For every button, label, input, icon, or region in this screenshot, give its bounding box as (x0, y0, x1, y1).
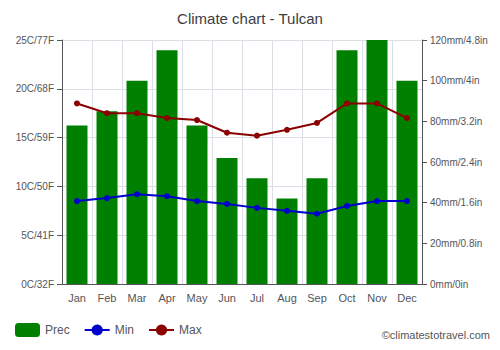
svg-text:Feb: Feb (98, 292, 117, 304)
svg-text:Jul: Jul (250, 292, 264, 304)
svg-text:20mm/0.8in: 20mm/0.8in (430, 238, 482, 249)
svg-text:Min: Min (115, 323, 134, 337)
svg-text:Prec: Prec (45, 323, 70, 337)
svg-text:Apr: Apr (158, 292, 175, 304)
svg-text:Jan: Jan (68, 292, 86, 304)
svg-text:Mar: Mar (128, 292, 147, 304)
svg-text:0C/32F: 0C/32F (21, 279, 54, 290)
svg-text:20C/68F: 20C/68F (16, 83, 54, 94)
svg-text:©climatestotravel.com: ©climatestotravel.com (382, 329, 490, 341)
svg-text:120mm/4.8in: 120mm/4.8in (430, 35, 488, 46)
svg-text:Jun: Jun (218, 292, 236, 304)
svg-text:25C/77F: 25C/77F (16, 35, 54, 46)
svg-text:Dec: Dec (397, 292, 417, 304)
svg-text:Max: Max (179, 323, 202, 337)
svg-text:80mm/3.2in: 80mm/3.2in (430, 116, 482, 127)
svg-text:100mm/4in: 100mm/4in (430, 75, 479, 86)
svg-text:15C/59F: 15C/59F (16, 132, 54, 143)
svg-text:Sep: Sep (307, 292, 327, 304)
svg-text:Climate chart - Tulcan: Climate chart - Tulcan (177, 10, 323, 27)
svg-text:Aug: Aug (277, 292, 297, 304)
svg-text:60mm/2.4in: 60mm/2.4in (430, 157, 482, 168)
svg-text:Nov: Nov (367, 292, 387, 304)
svg-text:0mm/0in: 0mm/0in (430, 279, 468, 290)
svg-text:40mm/1.6in: 40mm/1.6in (430, 197, 482, 208)
svg-text:10C/50F: 10C/50F (16, 181, 54, 192)
svg-text:5C/41F: 5C/41F (21, 230, 54, 241)
svg-text:Oct: Oct (338, 292, 355, 304)
svg-text:May: May (187, 292, 208, 304)
